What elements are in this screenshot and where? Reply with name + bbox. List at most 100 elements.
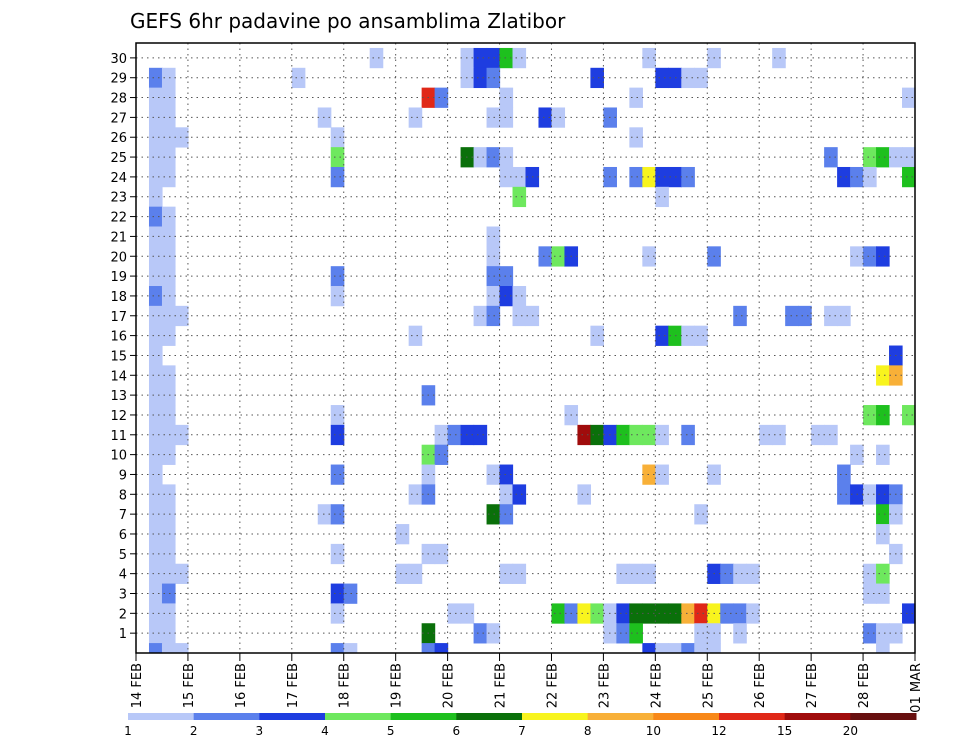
precip-cell	[148, 543, 163, 565]
precip-cell	[161, 583, 176, 604]
y-tick-label: 30	[110, 52, 127, 67]
y-tick-label: 3	[119, 587, 127, 602]
y-tick-label: 17	[110, 310, 127, 325]
legend-label: 3	[256, 724, 264, 738]
precip-cell	[629, 166, 643, 188]
precip-cell	[616, 603, 630, 624]
precip-cell	[863, 563, 877, 584]
precip-cell	[655, 166, 669, 188]
precip-cell	[629, 603, 643, 624]
precip-cell	[681, 67, 695, 89]
plot-frame	[135, 42, 916, 654]
legend-label: 5	[387, 724, 395, 738]
precip-cell	[161, 563, 176, 584]
precip-cell	[148, 583, 163, 604]
precip-cell	[694, 67, 708, 89]
precip-cell	[343, 643, 358, 654]
precip-cell	[486, 67, 501, 89]
precip-cell	[486, 305, 501, 327]
y-tick-label: 19	[110, 270, 127, 285]
y-tick-label: 28	[110, 92, 127, 107]
precip-cell	[590, 603, 604, 624]
y-tick-label: 21	[110, 230, 127, 245]
precip-cell	[330, 266, 345, 287]
precip-cell	[291, 67, 306, 89]
precip-cell	[161, 286, 176, 307]
precip-cell	[330, 603, 345, 624]
precip-cell	[694, 603, 708, 624]
legend-swatch	[719, 713, 786, 720]
x-tick-label: 15 FEB	[182, 663, 197, 708]
precip-cell	[161, 87, 176, 108]
precip-cell	[824, 305, 838, 327]
precip-cell	[148, 305, 163, 327]
precip-cell	[655, 67, 669, 89]
x-tick-label: 18 FEB	[338, 663, 353, 708]
precip-cell	[161, 147, 176, 168]
precip-cell	[642, 47, 656, 69]
x-tick-label: 27 FEB	[805, 663, 820, 708]
precip-cell	[434, 543, 449, 565]
precip-cell	[512, 484, 527, 505]
precip-cell	[733, 563, 747, 584]
precip-cell	[408, 484, 423, 505]
precip-cell	[681, 643, 695, 654]
precip-cell	[512, 305, 527, 327]
precip-cell	[161, 365, 176, 386]
precip-cell	[486, 266, 501, 287]
precip-cell	[616, 424, 630, 446]
y-tick-label: 12	[110, 409, 127, 424]
x-tick-label: 24 FEB	[649, 663, 664, 708]
precip-cell	[486, 107, 501, 128]
y-tick-label: 5	[119, 548, 127, 563]
precip-cell	[408, 325, 423, 346]
legend-swatch	[128, 713, 195, 720]
legend-label: 1	[124, 724, 132, 738]
precip-cell	[642, 246, 656, 267]
precip-cell	[577, 484, 592, 505]
x-tick-label: 16 FEB	[234, 663, 249, 708]
legend-label: 7	[518, 724, 526, 738]
legend-swatch	[587, 713, 654, 720]
precip-cell	[668, 643, 682, 654]
precip-cell	[161, 405, 176, 426]
precip-cell	[876, 405, 890, 426]
precip-cell	[174, 127, 189, 148]
precip-cell	[499, 266, 514, 287]
precip-cell	[434, 444, 449, 465]
precip-cell	[161, 385, 176, 406]
precip-cell	[512, 563, 527, 584]
precip-cell	[733, 623, 747, 644]
precip-cell	[330, 405, 345, 426]
y-tick-label: 27	[110, 111, 127, 126]
precip-cell	[902, 166, 916, 188]
legend-swatch	[522, 713, 589, 720]
precip-cell	[486, 464, 501, 485]
precip-cell	[148, 147, 163, 168]
precip-cell	[486, 286, 501, 307]
precip-cell	[408, 107, 423, 128]
y-tick-label: 15	[110, 349, 127, 364]
precip-cell	[148, 226, 163, 247]
precip-cell	[629, 127, 643, 148]
precip-cell	[161, 67, 176, 89]
precip-cell	[876, 504, 890, 525]
precip-cell	[148, 464, 163, 485]
precip-cell	[148, 127, 163, 148]
x-tick-label: 25 FEB	[701, 663, 716, 708]
precip-cell	[642, 603, 656, 624]
precip-cell	[434, 643, 449, 654]
precip-cell	[148, 524, 163, 545]
axis-layer: 1234567891011121314151617181920212223242…	[110, 52, 924, 713]
precip-cell	[486, 246, 501, 267]
precip-cell	[733, 603, 747, 624]
precip-cell	[577, 603, 592, 624]
precip-cell	[538, 246, 553, 267]
x-tick-label: 19 FEB	[390, 663, 405, 708]
precip-cell	[330, 424, 345, 446]
precip-cell	[551, 107, 566, 128]
legend-label: 8	[584, 724, 592, 738]
precip-cell	[499, 464, 514, 485]
